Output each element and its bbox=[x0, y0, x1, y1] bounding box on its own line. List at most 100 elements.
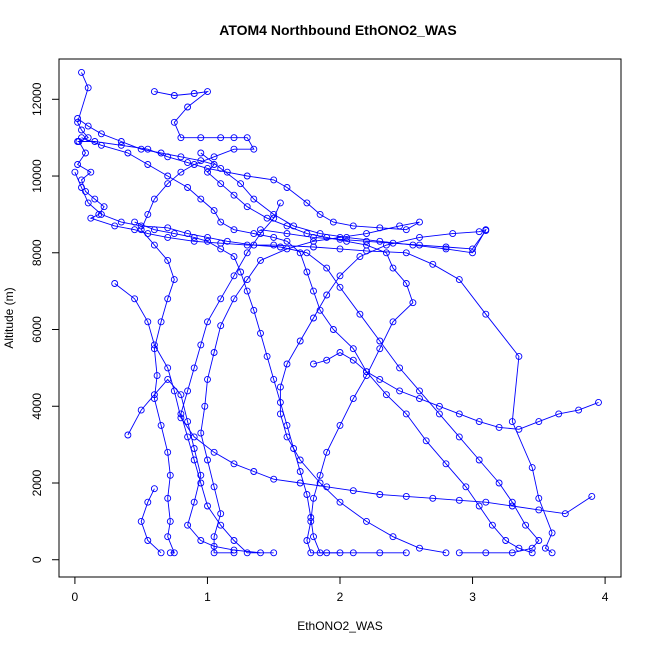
data-point bbox=[482, 549, 490, 557]
data-point bbox=[548, 529, 556, 537]
data-point bbox=[455, 410, 463, 418]
series-5 bbox=[78, 134, 536, 557]
data-point bbox=[237, 180, 245, 188]
data-point bbox=[310, 494, 317, 502]
data-point bbox=[210, 153, 218, 161]
data-point bbox=[177, 391, 185, 399]
series-line bbox=[134, 221, 407, 554]
series-3 bbox=[74, 138, 423, 557]
data-point bbox=[336, 283, 344, 291]
series-2 bbox=[137, 88, 258, 557]
data-point bbox=[462, 483, 470, 491]
x-axis-label: EthONO2_WAS bbox=[297, 619, 383, 633]
data-point bbox=[217, 521, 225, 529]
data-point bbox=[323, 483, 331, 491]
data-point bbox=[150, 195, 158, 203]
data-point bbox=[117, 218, 125, 226]
data-point bbox=[508, 502, 516, 510]
data-point bbox=[336, 421, 344, 429]
data-point bbox=[184, 159, 192, 167]
series-line bbox=[114, 283, 593, 515]
data-point bbox=[402, 249, 410, 257]
data-point bbox=[310, 360, 317, 368]
data-point bbox=[508, 498, 516, 506]
data-point bbox=[336, 233, 344, 241]
data-point bbox=[184, 521, 192, 529]
data-point bbox=[303, 249, 311, 257]
data-point bbox=[382, 241, 390, 249]
data-point bbox=[310, 237, 317, 245]
data-point bbox=[442, 549, 450, 557]
data-point bbox=[475, 228, 483, 236]
data-point bbox=[153, 372, 161, 380]
data-point bbox=[243, 203, 251, 211]
data-point bbox=[177, 153, 185, 161]
data-point bbox=[416, 218, 423, 226]
data-point bbox=[164, 233, 172, 241]
data-point bbox=[535, 537, 543, 544]
data-point bbox=[323, 264, 331, 272]
data-point bbox=[310, 314, 317, 322]
data-point bbox=[91, 195, 99, 203]
y-tick-label: 12000 bbox=[30, 82, 44, 116]
data-point bbox=[150, 485, 158, 493]
data-point bbox=[100, 203, 108, 211]
data-point bbox=[376, 337, 384, 345]
data-point bbox=[230, 295, 238, 303]
data-point bbox=[164, 180, 172, 188]
data-point bbox=[210, 448, 218, 456]
data-point bbox=[177, 168, 185, 176]
data-point bbox=[210, 533, 218, 541]
data-point bbox=[482, 310, 490, 318]
data-point bbox=[150, 341, 158, 349]
data-point bbox=[376, 549, 384, 557]
series-12 bbox=[257, 226, 490, 253]
data-point bbox=[190, 456, 198, 464]
data-point bbox=[250, 145, 258, 153]
x-tick-label: 0 bbox=[72, 590, 79, 604]
x-axis: 0 1 2 3 4 bbox=[72, 577, 609, 604]
series-line bbox=[77, 141, 420, 554]
data-point bbox=[243, 276, 251, 284]
data-point bbox=[164, 494, 172, 502]
data-point bbox=[184, 418, 192, 426]
data-point bbox=[204, 375, 211, 383]
data-point bbox=[316, 210, 324, 218]
data-point bbox=[349, 356, 357, 364]
data-point bbox=[323, 291, 331, 299]
data-point bbox=[204, 88, 211, 96]
data-point bbox=[528, 549, 536, 557]
data-point bbox=[329, 326, 337, 333]
data-point bbox=[270, 241, 278, 249]
y-tick-label: 6000 bbox=[30, 316, 44, 343]
data-point bbox=[535, 418, 543, 426]
data-point bbox=[97, 130, 105, 138]
series-7 bbox=[124, 375, 264, 557]
data-point bbox=[190, 233, 198, 241]
data-point bbox=[528, 464, 536, 472]
data-point bbox=[323, 356, 331, 364]
data-point bbox=[190, 161, 198, 168]
y-tick-label: 0 bbox=[30, 556, 44, 563]
data-point bbox=[376, 237, 384, 245]
data-point bbox=[230, 537, 238, 544]
data-point bbox=[243, 549, 251, 557]
data-point bbox=[217, 180, 225, 188]
data-point bbox=[508, 549, 516, 557]
data-point bbox=[217, 134, 225, 142]
data-point bbox=[429, 260, 437, 268]
data-point bbox=[217, 295, 225, 303]
data-point bbox=[204, 164, 211, 172]
data-point bbox=[303, 491, 311, 498]
data-point bbox=[475, 456, 483, 464]
data-point bbox=[343, 237, 351, 245]
data-point bbox=[276, 410, 284, 418]
data-point bbox=[389, 318, 397, 326]
data-point bbox=[210, 207, 218, 215]
data-point bbox=[150, 391, 158, 399]
data-point bbox=[117, 141, 125, 149]
data-point bbox=[416, 387, 423, 395]
y-axis-label: Altitude (m) bbox=[2, 287, 16, 348]
data-point bbox=[164, 153, 172, 161]
